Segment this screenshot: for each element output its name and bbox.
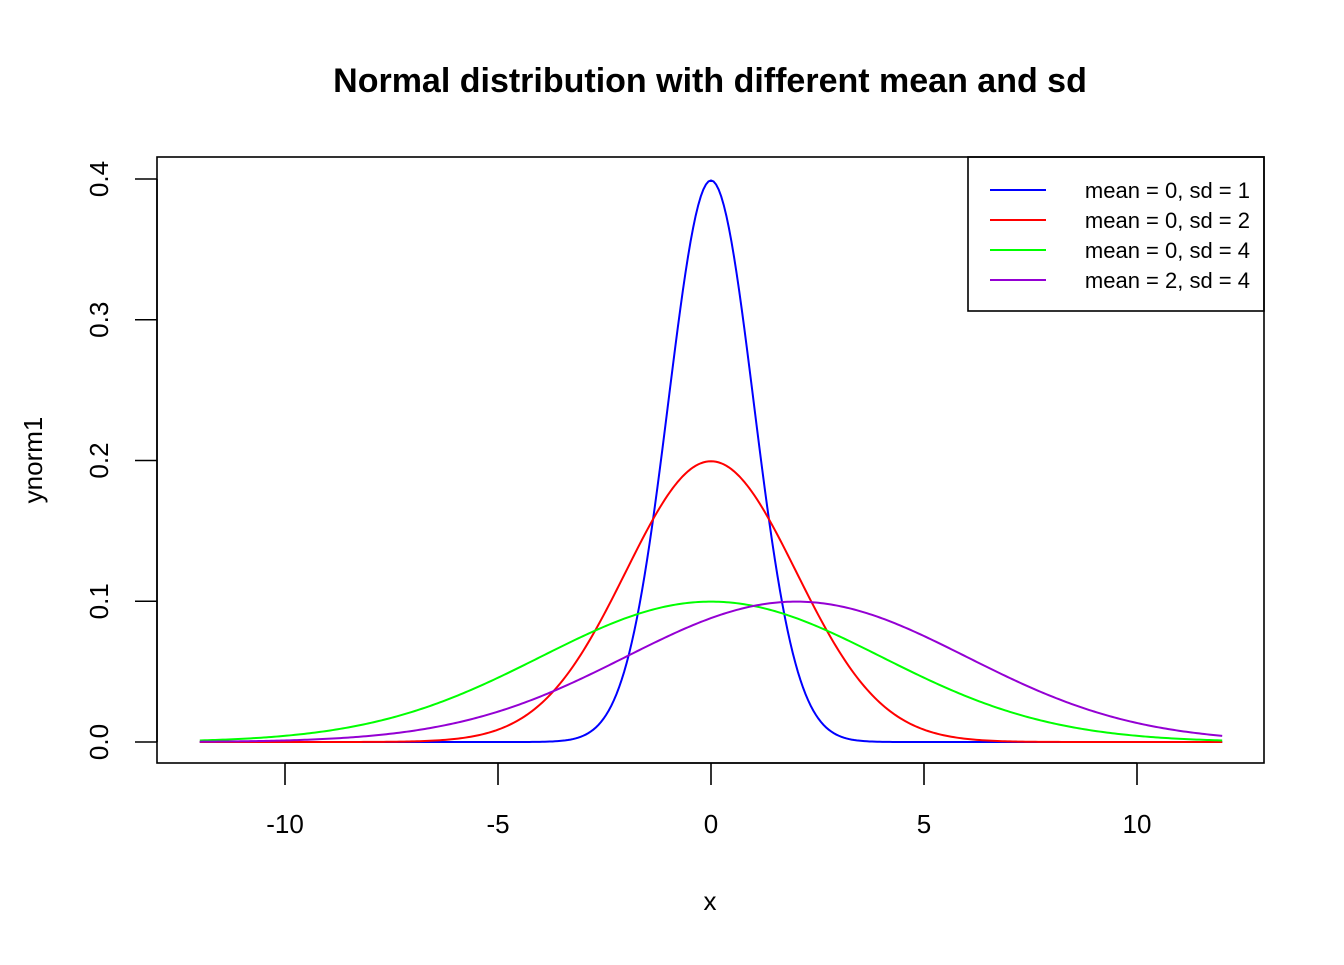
y-axis-label: ynorm1 bbox=[18, 417, 48, 504]
series-line-2 bbox=[199, 460, 1223, 743]
y-tick-label: 0.0 bbox=[84, 724, 114, 760]
y-tick-label: 0.2 bbox=[84, 442, 114, 478]
y-axis: 0.0 0.1 0.2 0.3 0.4 bbox=[84, 161, 158, 760]
y-tick-label: 0.1 bbox=[84, 583, 114, 619]
series-lines bbox=[199, 179, 1223, 743]
x-tick-label: 5 bbox=[917, 809, 931, 839]
y-tick-label: 0.4 bbox=[84, 161, 114, 197]
legend-label-4: mean = 2, sd = 4 bbox=[1085, 268, 1250, 293]
legend-label-3: mean = 0, sd = 4 bbox=[1085, 238, 1250, 263]
legend-label-2: mean = 0, sd = 2 bbox=[1085, 208, 1250, 233]
legend-label-1: mean = 0, sd = 1 bbox=[1085, 178, 1250, 203]
x-tick-label: -5 bbox=[486, 809, 509, 839]
x-tick-label: 0 bbox=[704, 809, 718, 839]
y-tick-label: 0.3 bbox=[84, 302, 114, 338]
series-line-4 bbox=[199, 600, 1223, 743]
chart-title: Normal distribution with different mean … bbox=[333, 62, 1087, 100]
legend: mean = 0, sd = 1 mean = 0, sd = 2 mean = 0… bbox=[967, 156, 1265, 312]
x-tick-label: 10 bbox=[1123, 809, 1152, 839]
legend-box bbox=[967, 156, 1265, 312]
series-line-3 bbox=[199, 600, 1223, 742]
x-axis-label: x bbox=[704, 886, 717, 916]
x-tick-label: -10 bbox=[266, 809, 304, 839]
x-axis: -10 -5 0 5 10 bbox=[266, 762, 1152, 839]
